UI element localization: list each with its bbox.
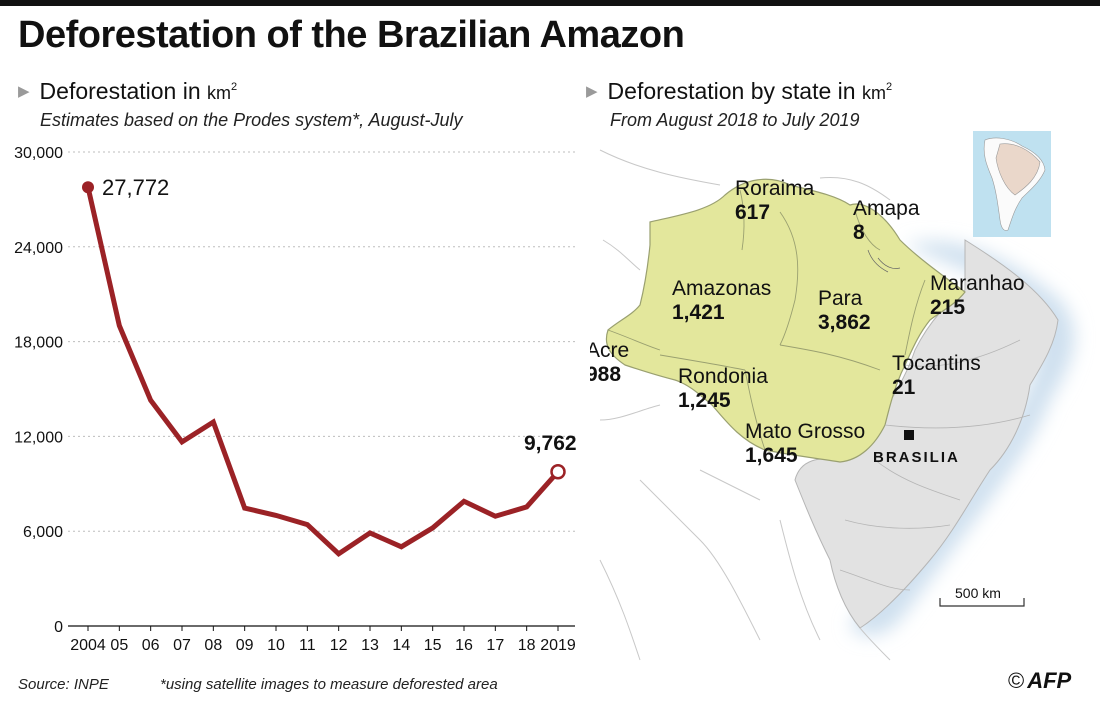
chart-heading-text: Deforestation in [39, 78, 201, 104]
x-tick-label: 08 [204, 637, 222, 654]
x-tick-label: 13 [361, 637, 379, 654]
end-point-marker [550, 464, 566, 480]
deforestation-line-chart: 0 6,000 12,000 18,000 24,000 30,000 2004 05 06 07… [14, 145, 577, 654]
x-tick-label: 14 [392, 637, 410, 654]
neighbour-borders [599, 149, 891, 661]
x-tick-label: 10 [267, 637, 285, 654]
y-tick-label: 6,000 [23, 524, 63, 541]
scale-bar: 500 km [939, 585, 1025, 607]
map-heading-text: Deforestation by state in [607, 78, 856, 104]
scale-label: 500 km [955, 585, 1001, 601]
river-lines [867, 249, 901, 273]
top-rule [0, 0, 1100, 6]
chart-heading-unit: km [207, 83, 232, 103]
state-name-label: Rondonia [678, 365, 768, 388]
capital-marker-icon [904, 430, 914, 440]
state-borders [607, 189, 926, 451]
x-tick-label: 17 [486, 637, 504, 654]
page-title: Deforestation of the Brazilian Amazon [18, 14, 685, 56]
chart-heading: ▶ Deforestation in km2 [18, 78, 237, 105]
map-heading: ▶ Deforestation by state in km2 [586, 78, 892, 105]
state-value-label: 8 [853, 221, 865, 244]
amazon-states-region [605, 178, 966, 463]
state-value-label: 3,862 [818, 311, 871, 334]
data-label: 9,762 [524, 432, 577, 455]
ocean-halo [850, 241, 1075, 636]
triangle-bullet-icon: ▶ [18, 83, 30, 100]
x-tick-label: 11 [299, 637, 316, 654]
state-name-label: Amapa [853, 197, 920, 220]
state-value-label: 215 [930, 296, 965, 319]
map-subtitle: From August 2018 to July 2019 [610, 110, 860, 130]
map-heading-unit-sup: 2 [885, 81, 893, 93]
x-tick-label: 18 [518, 637, 536, 654]
x-tick-label: 09 [236, 637, 254, 654]
capital-label: BRASILIA [873, 449, 960, 466]
state-value-label: 1,421 [672, 301, 725, 324]
y-tick-label: 30,000 [14, 145, 63, 162]
y-tick-label: 18,000 [14, 335, 63, 352]
triangle-bullet-icon: ▶ [586, 83, 598, 100]
x-tick-label: 16 [455, 637, 473, 654]
state-value-label: 988 [590, 363, 621, 386]
source-note: Source: INPE [18, 676, 109, 693]
inset-south-america-map [973, 131, 1051, 237]
state-name-label: Para [818, 287, 863, 310]
y-tick-label: 24,000 [14, 240, 63, 257]
state-value-label: 21 [892, 376, 916, 399]
state-name-label: Roraima [735, 177, 815, 200]
x-tick-label: 06 [142, 637, 160, 654]
x-tick-label: 07 [173, 637, 191, 654]
y-tick-label: 12,000 [14, 429, 63, 446]
data-label: 27,772 [102, 175, 169, 200]
start-point-marker [82, 181, 94, 194]
afp-logo: © AFP [1008, 668, 1071, 694]
x-tick-label: 2019 [540, 637, 576, 654]
state-name-label: Amazonas [672, 277, 771, 300]
x-tick-label: 12 [330, 637, 348, 654]
footnote: *using satellite images to measure defor… [160, 676, 498, 693]
chart-subtitle: Estimates based on the Prodes system*, A… [40, 110, 463, 130]
state-name-label: Mato Grosso [745, 420, 865, 443]
x-tick-label: 2004 [70, 637, 106, 654]
map-heading-unit: km [861, 83, 886, 103]
state-value-label: 1,645 [745, 444, 798, 467]
state-value-label: 617 [735, 201, 770, 224]
inset-brazil-highlight [995, 143, 1041, 196]
x-tick-label: 15 [424, 637, 442, 654]
state-name-label: Acre [590, 339, 629, 362]
southern-state-borders [839, 339, 1031, 591]
logo-text: AFP [1027, 668, 1072, 693]
x-tick-label: 05 [110, 637, 128, 654]
state-value-label: 1,245 [678, 389, 731, 412]
copyright-icon: © [1008, 668, 1025, 693]
deforestation-series-line [85, 186, 560, 557]
state-name-label: Tocantins [892, 352, 981, 375]
chart-heading-unit-sup: 2 [231, 81, 238, 93]
y-tick-label: 0 [54, 619, 63, 636]
state-name-label: Maranhao [930, 272, 1025, 295]
